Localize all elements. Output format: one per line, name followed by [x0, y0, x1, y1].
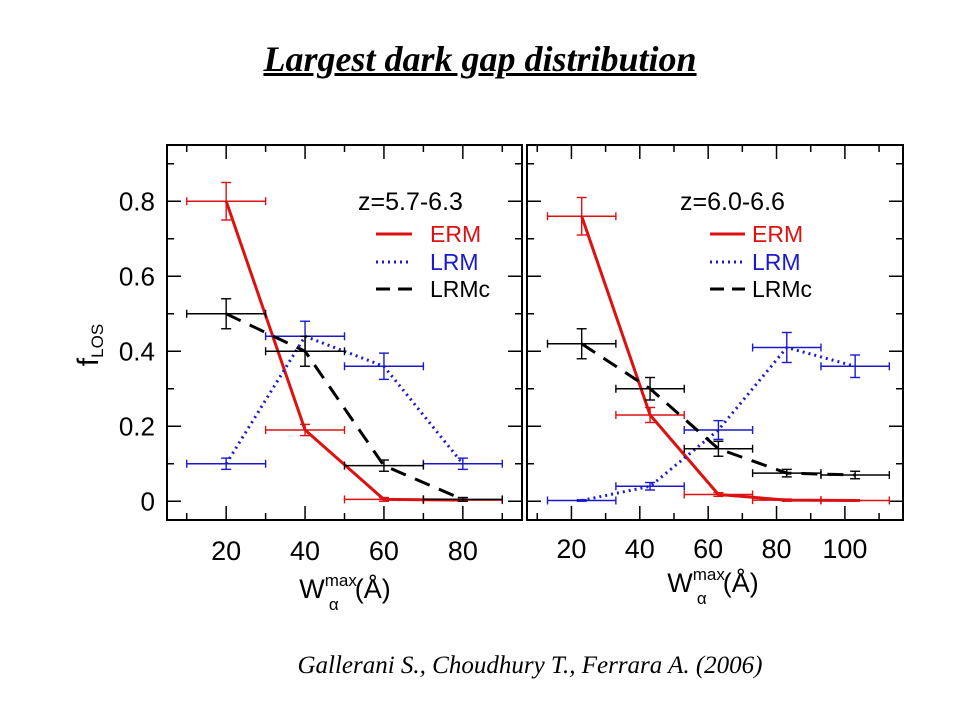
legend-label-ERM: ERM [752, 221, 803, 247]
series-LRMc [186, 298, 503, 504]
series-ERM [546, 196, 891, 505]
x-axis-label-unit: (Å) [355, 573, 391, 604]
panel-left: 20 40 60 80 0 0.2 0.4 0.6 0.8 z=5.7-6.3 ERMLRMLRMc… [119, 144, 523, 614]
y-axis-label-sub: LOS [88, 324, 107, 358]
legend-label-LRMc: LRMc [752, 276, 812, 302]
x-axis-label-sup: max [325, 571, 358, 590]
y-tick-label: 0.8 [119, 186, 155, 216]
x-axis-label-unit: (Å) [723, 567, 759, 598]
series-line-LRMc [225, 312, 464, 501]
plot-frame [526, 144, 904, 521]
x-tick-label: 40 [290, 536, 320, 566]
legend-label-LRM: LRM [430, 249, 479, 275]
y-axis-label: fLOS [72, 324, 107, 366]
citation: Gallerani S., Choudhury T., Ferrara A. (… [297, 652, 763, 679]
panel-label: z=6.0-6.6 [680, 188, 785, 216]
x-tick-label: 40 [625, 534, 655, 564]
y-tick-label: 0.4 [119, 336, 155, 366]
series-line-LRM [581, 346, 856, 502]
legend-label-LRM: LRM [752, 249, 801, 275]
x-axis-label-main: W [667, 568, 693, 598]
x-tick-label: 60 [369, 536, 399, 566]
series-line-LRMc [580, 342, 856, 477]
y-tick-label: 0 [141, 486, 155, 516]
x-tick-label: 20 [211, 536, 241, 566]
y-tick-label: 0.2 [119, 411, 155, 441]
y-tick-label: 0.6 [119, 261, 155, 291]
x-tick-label: 80 [448, 536, 478, 566]
series-LRM [546, 331, 891, 505]
x-axis-label-sub: α [697, 589, 707, 608]
x-tick-label: 80 [762, 534, 792, 564]
x-tick-label: 100 [822, 534, 867, 564]
x-axis-label: Wmax α (Å) [299, 571, 390, 614]
y-axis-label-main: f [72, 357, 105, 366]
x-axis-label-sub: α [329, 595, 339, 614]
legend-label-LRMc: LRMc [430, 276, 490, 302]
slide-title: Largest dark gap distribution [263, 39, 697, 79]
series-LRM [186, 320, 503, 471]
series-LRMc [546, 328, 891, 480]
svg-text:fLOS: fLOS [72, 324, 107, 366]
panel-label: z=5.7-6.3 [358, 188, 463, 216]
legend-label-ERM: ERM [430, 221, 481, 247]
series-line-LRM [224, 334, 464, 465]
x-tick-label: 60 [693, 534, 723, 564]
x-axis-label-sup: max [693, 565, 726, 584]
x-tick-label: 20 [556, 534, 586, 564]
x-axis-label-main: W [299, 574, 325, 604]
series-line-ERM [580, 215, 856, 502]
x-axis-label: Wmax α (Å) [667, 565, 758, 608]
